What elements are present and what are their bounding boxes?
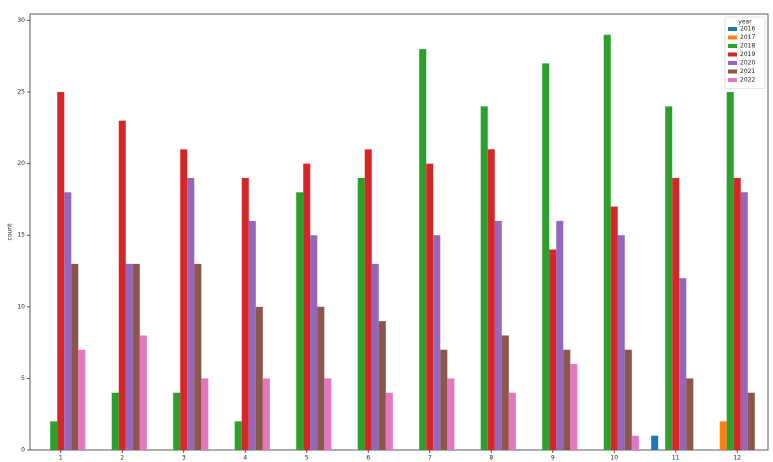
bar — [125, 263, 133, 450]
bar — [241, 177, 249, 450]
legend-swatch — [728, 27, 737, 31]
bar — [480, 106, 488, 451]
plot-frame — [29, 13, 769, 451]
bar — [324, 378, 332, 450]
x-tick-label: 7 — [428, 455, 432, 462]
legend-label: 2017 — [740, 34, 755, 41]
bar — [78, 349, 86, 450]
bar — [187, 177, 195, 450]
bar — [447, 378, 455, 450]
bar — [180, 149, 188, 450]
bar — [385, 392, 393, 450]
bar — [194, 263, 202, 450]
bar — [440, 349, 448, 450]
legend-label: 2021 — [740, 68, 755, 75]
bar — [665, 106, 673, 451]
legend-swatch — [728, 35, 737, 40]
bar — [624, 349, 632, 450]
legend-label: 2022 — [740, 77, 755, 84]
bar — [139, 335, 147, 450]
bar — [747, 392, 755, 450]
legend-label: 2016 — [740, 26, 755, 33]
y-tick-label: 0 — [21, 447, 25, 454]
bar — [419, 49, 427, 451]
bar — [111, 392, 119, 450]
x-tick-label: 3 — [182, 455, 186, 462]
bar — [487, 149, 495, 450]
legend-label: 2020 — [740, 60, 755, 67]
x-tick-label: 5 — [305, 455, 309, 462]
bar — [726, 92, 734, 450]
legend-title: year — [738, 19, 752, 26]
legend-swatch — [728, 61, 737, 65]
legend-swatch — [728, 44, 737, 48]
bar — [672, 177, 680, 450]
bar — [556, 220, 564, 450]
bar — [563, 349, 571, 450]
legend-label: 2019 — [740, 51, 755, 58]
bar — [570, 364, 578, 450]
x-tick-label: 1 — [59, 455, 63, 462]
bar — [317, 306, 325, 450]
y-tick-label: 10 — [17, 303, 25, 310]
x-tick-label: 8 — [489, 455, 493, 462]
bar — [603, 34, 611, 451]
bar — [234, 421, 242, 450]
bar — [617, 235, 625, 450]
bar — [631, 435, 639, 450]
bar — [733, 177, 741, 450]
bar — [64, 192, 72, 451]
bar — [610, 206, 618, 450]
bar — [378, 321, 386, 450]
bar — [357, 177, 365, 450]
bar — [501, 335, 509, 450]
bar — [686, 378, 694, 450]
x-tick-label: 6 — [366, 455, 370, 462]
bar — [132, 263, 140, 450]
bar — [371, 263, 379, 450]
bar — [262, 378, 270, 450]
x-tick-label: 4 — [243, 455, 247, 462]
x-tick-label: 10 — [610, 455, 618, 462]
y-tick-label: 5 — [21, 375, 25, 382]
bar — [549, 249, 557, 450]
bar — [364, 149, 372, 450]
bar — [248, 220, 256, 450]
bar — [57, 92, 65, 450]
legend-swatch — [728, 69, 737, 74]
legend-swatch — [728, 52, 737, 57]
x-tick-label: 2 — [120, 455, 124, 462]
y-tick-label: 20 — [17, 160, 25, 167]
bar — [201, 378, 209, 450]
y-tick-label: 25 — [17, 89, 25, 96]
legend-label: 2018 — [740, 43, 755, 50]
y-tick-label: 15 — [17, 232, 25, 239]
x-tick-label: 11 — [672, 455, 680, 462]
bar — [508, 392, 516, 450]
bar — [679, 278, 687, 450]
bar — [71, 263, 79, 450]
bar — [719, 421, 727, 450]
bar — [173, 392, 181, 450]
y-tick-label: 30 — [17, 17, 25, 24]
bar — [50, 421, 58, 450]
bar — [296, 192, 304, 451]
bar — [433, 235, 441, 450]
bar — [303, 163, 311, 450]
bar — [310, 235, 318, 450]
bar — [542, 63, 550, 450]
bar — [651, 435, 659, 450]
x-tick-label: 12 — [733, 455, 741, 462]
legend-swatch — [728, 78, 737, 82]
bar — [494, 220, 502, 450]
bar — [118, 120, 126, 451]
bar — [740, 192, 748, 451]
y-axis-label: count — [7, 223, 14, 241]
bar — [426, 163, 434, 450]
x-tick-label: 9 — [551, 455, 555, 462]
bar — [255, 306, 263, 450]
